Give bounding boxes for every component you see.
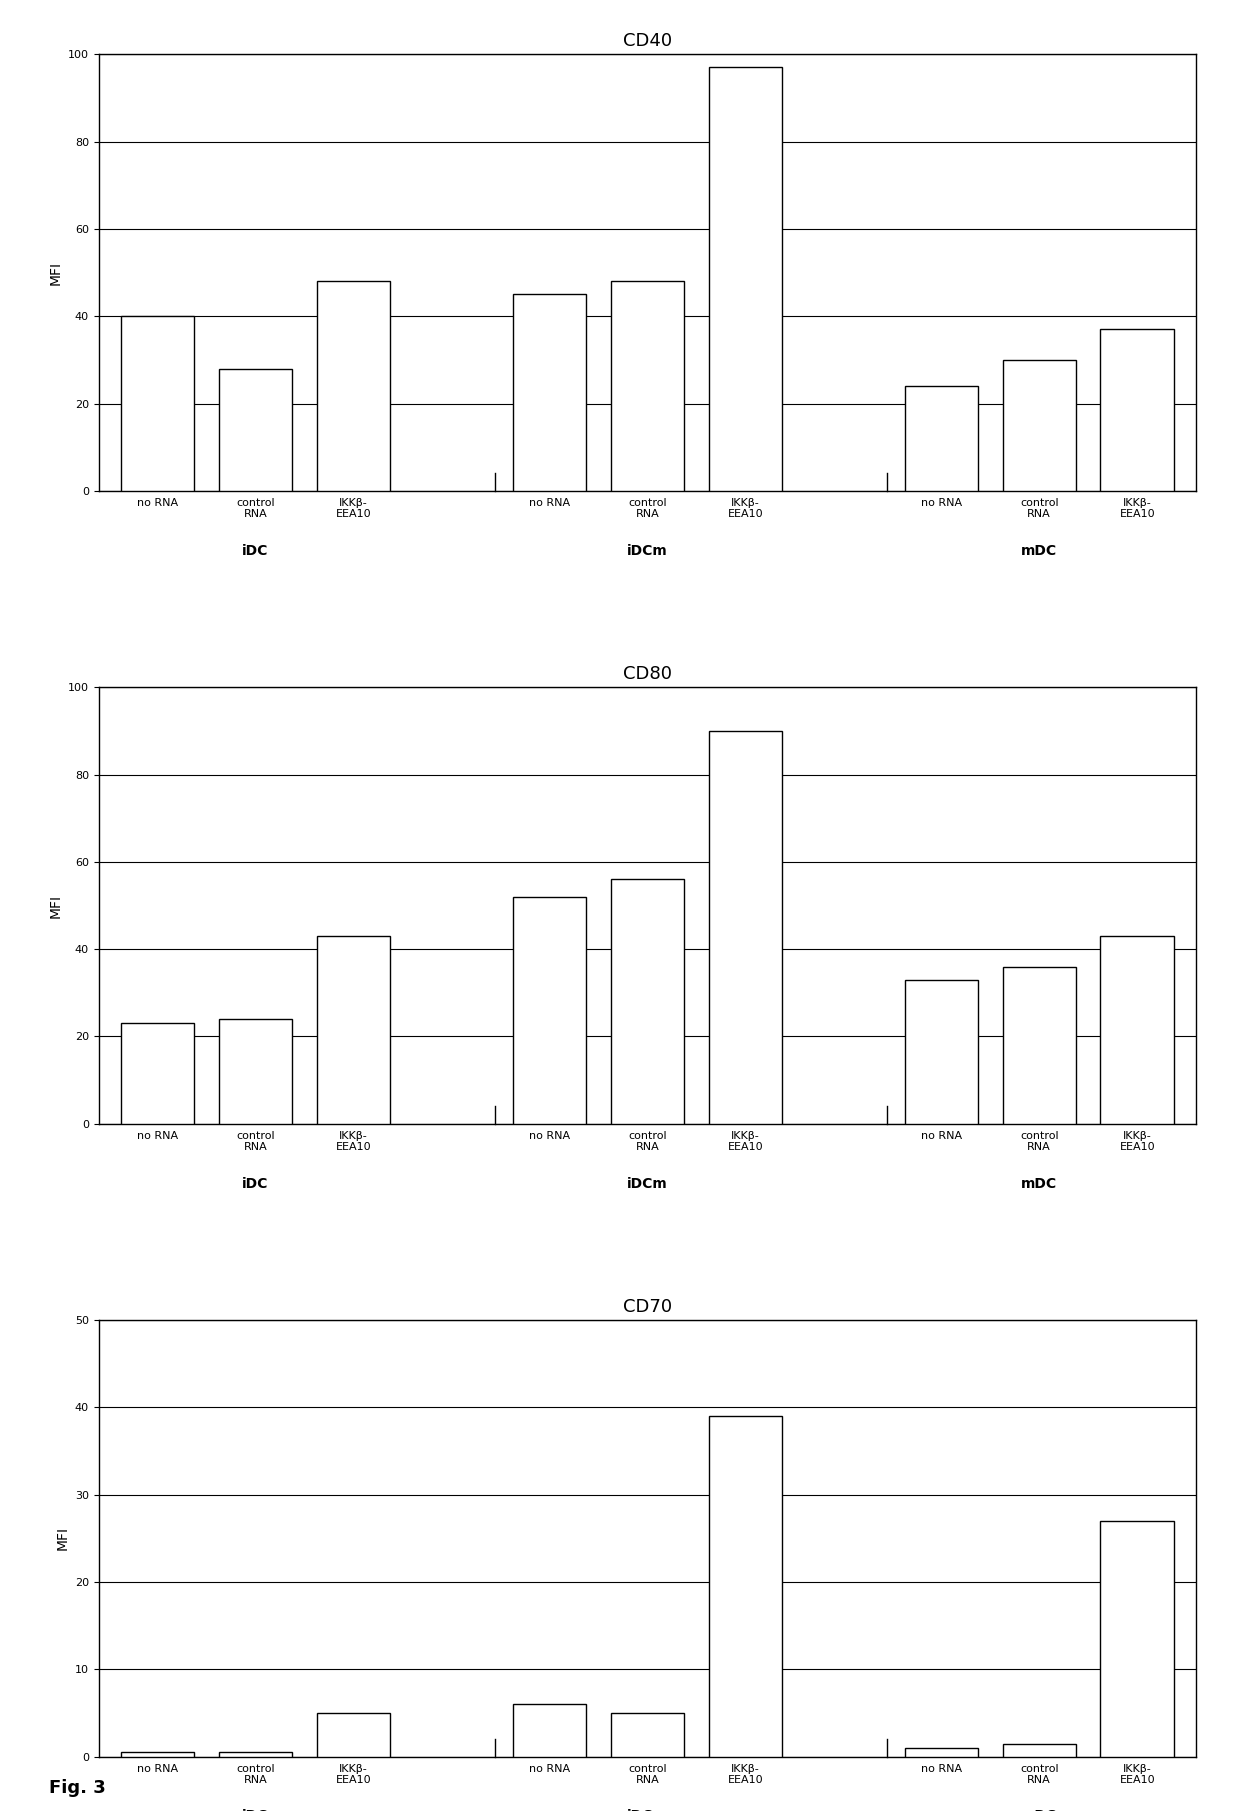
Bar	[1002, 1744, 1076, 1757]
Bar	[1002, 967, 1076, 1125]
Text: mDC: mDC	[1021, 543, 1058, 558]
Bar	[218, 369, 292, 491]
Bar	[709, 1416, 782, 1757]
Bar	[709, 732, 782, 1125]
Y-axis label: MFI: MFI	[48, 261, 63, 284]
Bar	[1002, 360, 1076, 491]
Bar	[905, 386, 978, 491]
Text: iDCm: iDCm	[626, 543, 668, 558]
Bar	[121, 317, 194, 491]
Bar	[610, 281, 684, 491]
Text: Fig. 3: Fig. 3	[49, 1778, 106, 1797]
Title: CD40: CD40	[623, 33, 672, 51]
Title: CD70: CD70	[623, 1298, 672, 1317]
Bar	[218, 1753, 292, 1757]
Bar	[218, 1020, 292, 1125]
Text: iDC: iDC	[242, 543, 269, 558]
Text: iDCm: iDCm	[626, 1177, 668, 1190]
Bar	[121, 1023, 194, 1125]
Bar	[317, 936, 390, 1125]
Bar	[1101, 330, 1174, 491]
Bar	[1101, 1521, 1174, 1757]
Text: mDC: mDC	[1021, 1177, 1058, 1190]
Bar	[513, 295, 586, 491]
Title: CD80: CD80	[623, 665, 672, 683]
Bar	[610, 1713, 684, 1757]
Bar	[317, 1713, 390, 1757]
Y-axis label: MFI: MFI	[48, 893, 63, 918]
Bar	[1101, 936, 1174, 1125]
Bar	[513, 896, 586, 1125]
Bar	[610, 880, 684, 1125]
Bar	[513, 1704, 586, 1757]
Bar	[905, 980, 978, 1125]
Bar	[905, 1748, 978, 1757]
Y-axis label: MFI: MFI	[55, 1527, 69, 1550]
Bar	[317, 281, 390, 491]
Text: iDC: iDC	[242, 1177, 269, 1190]
Bar	[709, 67, 782, 491]
Bar	[121, 1753, 194, 1757]
